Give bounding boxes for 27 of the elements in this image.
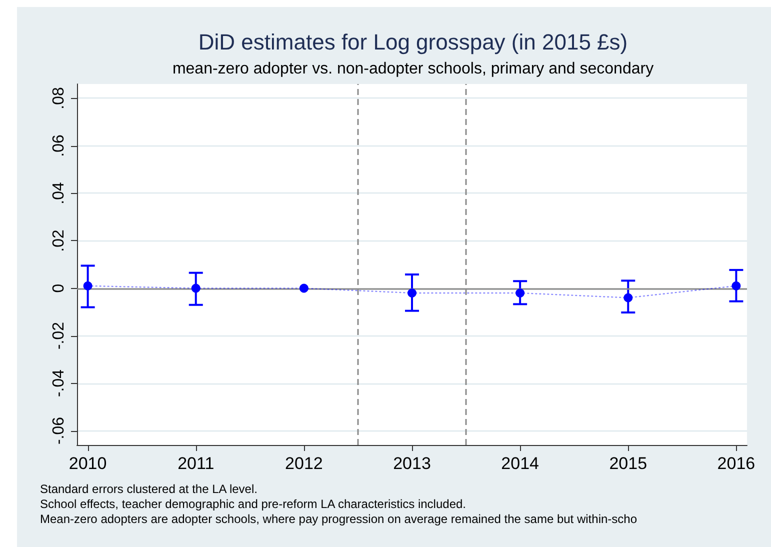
x-tick-label: 2015 <box>609 454 648 473</box>
x-tick-label: 2013 <box>393 454 431 473</box>
chart-subtitle: mean-zero adopter vs. non-adopter schools, primary and secondary <box>172 60 654 78</box>
point <box>83 281 92 290</box>
y-tick-label: -.04 <box>50 369 68 398</box>
y-tick-label: -.06 <box>50 416 68 445</box>
y-tick-label: -.02 <box>50 322 68 350</box>
x-tick-label: 2010 <box>68 454 107 473</box>
chart-title: DiD estimates for Log grosspay (in 2015 £s) <box>198 30 628 54</box>
point <box>624 293 633 302</box>
point <box>516 288 525 298</box>
y-tick-label: .06 <box>50 134 68 157</box>
x-tick-label: 2016 <box>717 454 756 473</box>
y-tick-label: 0 <box>50 284 68 293</box>
x-tick-label: 2011 <box>178 454 214 473</box>
point <box>191 284 200 293</box>
y-tick-label: .08 <box>50 87 68 110</box>
point <box>408 288 416 298</box>
text: Mean-zero adopters are adopter schools, where pay progression on average remained the same but within-scho <box>40 512 638 526</box>
y-tick-label: .02 <box>50 230 68 252</box>
y-tick-label: .04 <box>50 182 68 204</box>
x-tick-label: 2014 <box>501 454 539 473</box>
text: School effects, teacher demographic and pre-reform LA characteristics included. <box>40 497 466 511</box>
point <box>299 284 308 293</box>
point <box>732 281 741 290</box>
text: Standard errors clustered at the LA level. <box>40 482 258 496</box>
x-tick-label: 2012 <box>285 454 323 473</box>
